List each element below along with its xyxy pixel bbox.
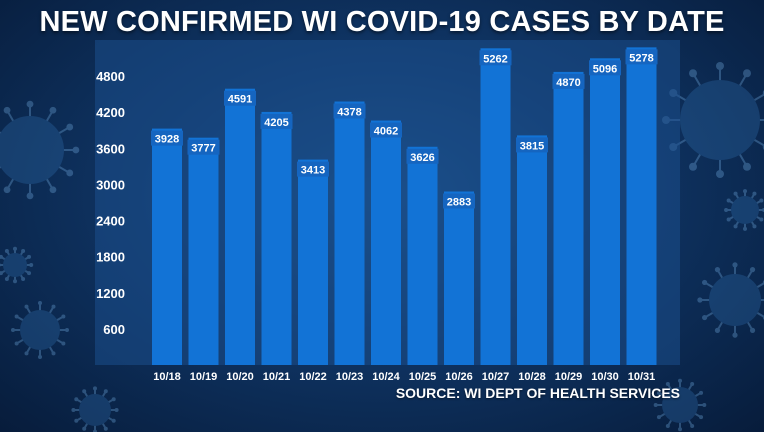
bar — [553, 71, 584, 366]
x-tick-label: 10/30 — [591, 371, 619, 383]
bar — [225, 88, 255, 365]
virus-decoration — [697, 262, 764, 338]
bar — [407, 146, 438, 365]
virus-decoration — [724, 189, 764, 231]
bar-value-label: 3626 — [410, 152, 434, 164]
bar-value-label: 3815 — [520, 140, 544, 152]
bar — [444, 191, 474, 365]
data-label-background — [187, 139, 220, 155]
x-tick-label: 10/25 — [409, 371, 437, 383]
virus-decoration — [0, 100, 80, 200]
data-label-background — [224, 90, 256, 106]
data-label-background — [260, 113, 293, 129]
y-tick-label: 2400 — [96, 214, 125, 229]
bar-value-label: 5262 — [483, 53, 507, 65]
data-label-background — [516, 137, 548, 153]
x-tick-label: 10/26 — [445, 371, 473, 383]
x-axis-labels: 10/18 10/19 10/20 10/21 10/22 10/23 10/24 10/25… — [153, 371, 655, 383]
x-tick-label: 10/27 — [482, 371, 510, 383]
y-tick-label: 3600 — [96, 141, 125, 156]
virus-decoration — [11, 301, 69, 359]
bar — [261, 111, 292, 365]
bar-value-label: 4870 — [556, 77, 580, 89]
chart-title: NEW CONFIRMED WI COVID-19 CASES BY DATE — [39, 6, 725, 38]
x-tick-label: 10/18 — [153, 371, 181, 383]
y-tick-label: 600 — [103, 322, 125, 337]
y-axis-ticks: 600 1200 1800 2400 3000 3600 4200 4800 — [96, 69, 125, 337]
bar-value-label: 4205 — [264, 117, 288, 129]
x-tick-label: 10/19 — [190, 371, 218, 383]
bar-value-label: 4591 — [228, 94, 252, 106]
x-tick-label: 10/20 — [226, 371, 254, 383]
x-tick-label: 10/21 — [263, 371, 291, 383]
bar-value-label: 4378 — [337, 107, 361, 119]
bar-value-label: 3777 — [191, 143, 215, 155]
x-tick-label: 10/29 — [555, 371, 583, 383]
bar — [517, 135, 547, 365]
bar-value-label: 4062 — [374, 126, 398, 138]
data-label-background — [151, 130, 183, 146]
bar — [480, 48, 511, 366]
data-label-background — [479, 50, 512, 66]
x-tick-label: 10/24 — [372, 371, 400, 383]
virus-decoration — [0, 246, 34, 284]
y-tick-label: 4800 — [96, 69, 125, 84]
data-label-background — [406, 148, 439, 164]
bar — [626, 47, 657, 366]
data-label-background — [333, 103, 366, 119]
bar-value-label: 2883 — [447, 196, 471, 208]
bar-value-label: 5096 — [593, 63, 617, 75]
x-tick-label: 10/31 — [628, 371, 656, 383]
y-tick-label: 4200 — [96, 105, 125, 120]
x-tick-label: 10/22 — [299, 371, 327, 383]
bar — [590, 58, 620, 365]
bar-value-label: 5278 — [629, 52, 653, 64]
data-label-background — [370, 122, 402, 138]
data-label-background — [625, 49, 658, 65]
bars: 3928 3777 4591 4205 3413 4378 4062 3626 2883 5262… — [151, 47, 658, 366]
bar — [298, 159, 328, 365]
y-tick-label: 3000 — [96, 177, 125, 192]
data-label-background — [589, 60, 621, 76]
x-tick-label: 10/28 — [518, 371, 546, 383]
bar — [188, 137, 219, 365]
bar — [152, 128, 182, 365]
source-note: SOURCE: WI DEPT OF HEALTH SERVICES — [395, 385, 680, 401]
virus-decoration — [71, 386, 119, 432]
data-label-background — [552, 73, 585, 89]
bar-value-label: 3928 — [155, 134, 179, 146]
x-tick-label: 10/23 — [336, 371, 364, 383]
y-tick-label: 1200 — [96, 286, 125, 301]
bar — [334, 101, 365, 365]
bar — [371, 120, 401, 366]
data-label-background — [443, 193, 475, 209]
bar-value-label: 3413 — [301, 165, 325, 177]
data-label-background — [297, 161, 329, 177]
y-tick-label: 1800 — [96, 250, 125, 265]
virus-decoration — [653, 378, 707, 432]
